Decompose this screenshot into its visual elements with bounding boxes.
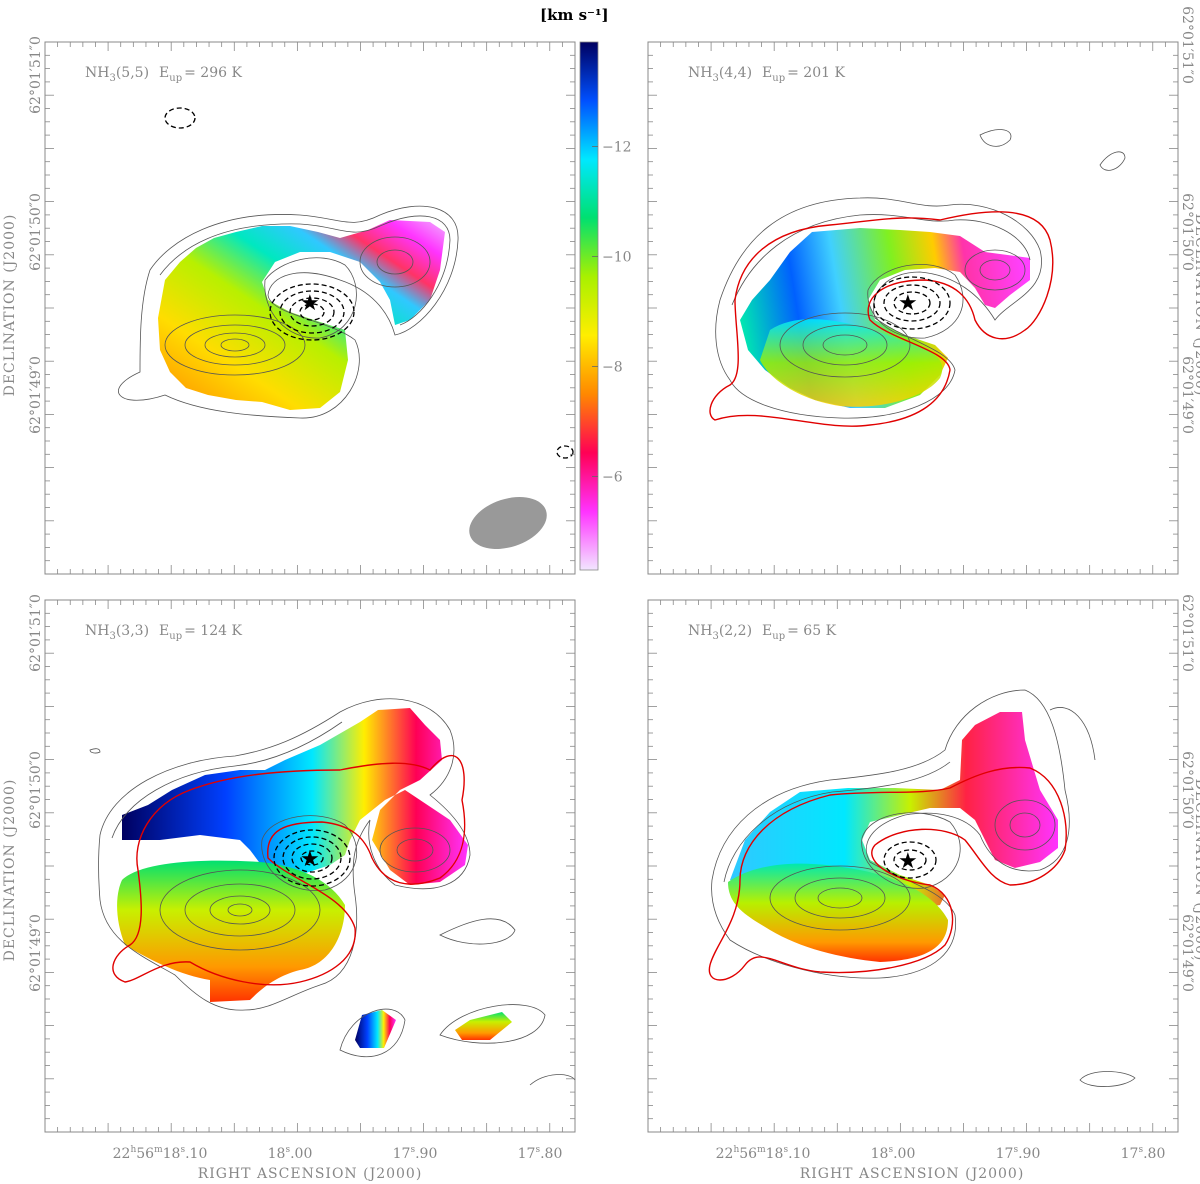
y-tick-label: 62°01′50″0 (28, 751, 44, 829)
beam-ellipse (469, 497, 547, 549)
y-axis-title: DECLINATION (J2000) (2, 779, 18, 962)
y-axis-title: DECLINATION (J2000) (1192, 779, 1200, 962)
colorbar-tick-label: −8 (602, 360, 623, 376)
y-axis-title: DECLINATION (J2000) (1192, 214, 1200, 397)
y-tick-label: 62°01′50″0 (28, 193, 44, 271)
x-tick-label: 18s.00 (268, 1145, 313, 1162)
x-tick-label: 17s.90 (996, 1145, 1041, 1162)
red-contour (708, 766, 1067, 981)
x-tick-label: 22h56m18s.10 (716, 1145, 811, 1162)
svg-text:NH3(4,4)Eup= 201 K: NH3(4,4) Eup = 201 K (688, 65, 845, 84)
x-axis-title: RIGHT ASCENSION (J2000) (800, 1166, 1025, 1182)
colorbar: −12 −10 −8 −6 [km s⁻¹] (540, 6, 632, 571)
intensity-contours (711, 689, 1136, 1087)
y-tick-label: 62°01′49″0 (28, 914, 44, 992)
velocity-blob-small (455, 1012, 512, 1040)
panel-nh3-22: ★ NH3(2,2) Eup = 65 K (647, 599, 1179, 1133)
panel-nh3-55: ★ NH3(5,5) Eup = 296 K (44, 41, 576, 575)
y-tick-label: 62°01′51″0 (1179, 6, 1195, 84)
y-tick-label: 62°01′51″0 (28, 36, 44, 114)
velocity-blob-small (355, 1010, 396, 1048)
y-axis-left: 62°01′51″0 62°01′50″0 62°01′49″0 DECLINA… (2, 36, 44, 992)
y-tick-label: 62°01′50″0 (1179, 193, 1195, 271)
y-tick-label: 62°01′50″0 (1179, 751, 1195, 829)
intensity-contours (118, 205, 459, 419)
y-axis-right: 62°01′51″0 62°01′50″0 62°01′49″0 DECLINA… (1179, 6, 1200, 992)
panel-nh3-44: ★ NH3(4,4) Eup = 201 K (647, 41, 1179, 575)
x-tick-label: 22h56m18s.10 (113, 1145, 208, 1162)
x-tick-label: 17s.80 (1121, 1145, 1166, 1162)
velocity-field-lower (117, 860, 345, 1002)
colorbar-gradient (579, 41, 599, 571)
y-tick-label: 62°01′51″0 (28, 594, 44, 672)
colorbar-tick-label: −6 (602, 470, 623, 486)
svg-text:NH3(3,3)Eup= 124 K: NH3(3,3) Eup = 124 K (85, 623, 242, 642)
star-marker: ★ (300, 847, 320, 872)
absorption-contours (164, 107, 574, 459)
colorbar-tick-label: −12 (602, 140, 632, 156)
velocity-field-lower (760, 319, 943, 407)
y-axis-title: DECLINATION (J2000) (2, 214, 18, 397)
star-marker: ★ (898, 291, 918, 316)
x-axis-title: RIGHT ASCENSION (J2000) (198, 1166, 423, 1182)
x-tick-label: 17s.80 (518, 1145, 563, 1162)
absorption-contours (873, 276, 951, 330)
colorbar-unit-label: [km s⁻¹] (540, 6, 609, 24)
intensity-contours (715, 129, 1126, 419)
colorbar-tick-label: −10 (602, 250, 632, 266)
absorption-contours (883, 841, 937, 879)
red-contour (709, 211, 1054, 427)
y-tick-label: 62°01′49″0 (1179, 914, 1195, 992)
intensity-contours (89, 698, 576, 1086)
y-tick-label: 62°01′49″0 (1179, 356, 1195, 434)
velocity-field (158, 220, 445, 410)
y-tick-label: 62°01′51″0 (1179, 594, 1195, 672)
frame-ticks (45, 42, 1178, 1132)
x-axis-left: 22h56m18s.10 18s.00 17s.90 17s.80 RIGHT … (113, 1145, 563, 1182)
star-marker: ★ (300, 291, 320, 316)
y-tick-label: 62°01′49″0 (28, 356, 44, 434)
svg-text:NH3(5,5)Eup= 296 K: NH3(5,5) Eup = 296 K (85, 65, 242, 84)
x-axis-right: 22h56m18s.10 18s.00 17s.90 17s.80 RIGHT … (716, 1145, 1166, 1182)
colorbar-ticks: −12 −10 −8 −6 (592, 140, 632, 486)
star-marker: ★ (898, 849, 918, 874)
velocity-field-lower (728, 863, 948, 962)
svg-text:NH3(2,2)Eup= 65 K: NH3(2,2) Eup = 65 K (688, 623, 837, 642)
x-tick-label: 17s.90 (393, 1145, 438, 1162)
x-tick-label: 18s.00 (871, 1145, 916, 1162)
velocity-field (122, 708, 468, 885)
panel-nh3-33: ★ NH3(3,3) Eup = 124 K (44, 599, 576, 1133)
red-contour (112, 754, 466, 986)
absorption-contours (273, 829, 351, 887)
